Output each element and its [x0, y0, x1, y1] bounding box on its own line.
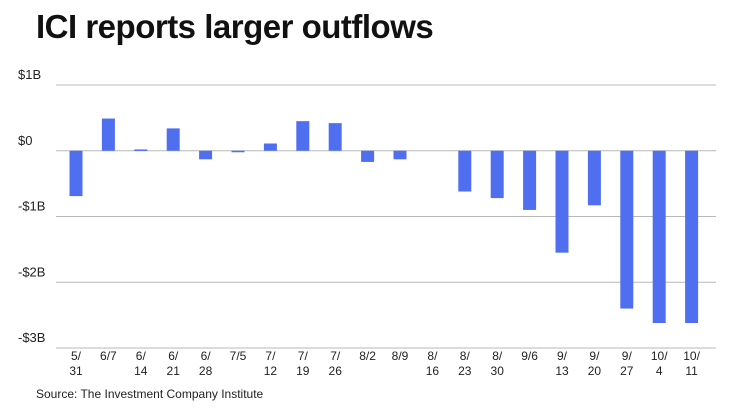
x-tick-label: 4 — [656, 364, 663, 378]
x-tick-label: 28 — [199, 364, 213, 378]
bar — [490, 150, 504, 199]
bar — [393, 150, 407, 160]
bar — [685, 150, 699, 324]
y-axis: $1B $0 -$1B -$2B -$3B — [18, 67, 45, 345]
bar — [361, 150, 375, 162]
x-tick-label: 13 — [555, 364, 569, 378]
x-tick-label: 8/ — [427, 349, 438, 363]
bar — [231, 150, 245, 153]
chart-title: ICI reports larger outflows — [36, 8, 434, 45]
bar — [69, 150, 83, 197]
x-tick-label: 8/9 — [392, 349, 409, 363]
y-tick-label: $1B — [18, 67, 41, 82]
x-tick-label: 14 — [134, 364, 148, 378]
source-note: Source: The Investment Company Institute — [36, 387, 264, 401]
x-tick-label: 9/ — [557, 349, 568, 363]
bar — [296, 121, 310, 151]
x-tick-label: 23 — [458, 364, 472, 378]
y-tick-label: -$1B — [18, 199, 45, 214]
x-tick-label: 30 — [491, 364, 505, 378]
x-tick-label: 7/5 — [230, 349, 247, 363]
x-tick-label: 8/2 — [359, 349, 376, 363]
bar — [555, 150, 569, 253]
bar — [652, 150, 666, 324]
x-tick-label: 6/ — [168, 349, 179, 363]
bar — [620, 150, 634, 309]
x-tick-label: 10/ — [683, 349, 700, 363]
bar — [101, 118, 115, 151]
x-tick-label: 10/ — [651, 349, 668, 363]
x-tick-label: 9/ — [622, 349, 633, 363]
x-tick-label: 16 — [426, 364, 440, 378]
x-tick-label: 9/6 — [521, 349, 538, 363]
x-tick-label: 5/ — [71, 349, 82, 363]
bar — [328, 123, 342, 151]
x-tick-label: 8/ — [492, 349, 503, 363]
bar — [199, 150, 213, 160]
bar — [134, 149, 148, 151]
bar — [523, 150, 537, 210]
x-tick-label: 6/7 — [100, 349, 117, 363]
x-tick-label: 11 — [685, 364, 698, 378]
x-tick-label: 12 — [264, 364, 278, 378]
x-tick-label: 20 — [588, 364, 602, 378]
x-tick-label: 19 — [296, 364, 310, 378]
x-tick-label: 9/ — [589, 349, 600, 363]
x-tick-label: 7/ — [265, 349, 276, 363]
x-tick-label: 26 — [329, 364, 343, 378]
y-tick-label: -$3B — [18, 330, 45, 345]
x-tick-label: 7/ — [298, 349, 309, 363]
x-tick-label: 6/ — [201, 349, 212, 363]
y-tick-label: $0 — [18, 133, 32, 148]
bars — [69, 118, 699, 324]
x-tick-label: 31 — [69, 364, 83, 378]
bar — [263, 143, 277, 151]
x-tick-label: 21 — [167, 364, 181, 378]
x-tick-label: 6/ — [136, 349, 147, 363]
y-tick-label: -$2B — [18, 264, 45, 279]
bar — [587, 150, 601, 206]
x-axis: 5/316/7 6/146/216/287/5 7/127/197/268/2 8/9… — [69, 349, 700, 378]
x-tick-label: 27 — [620, 364, 634, 378]
bar — [166, 128, 180, 151]
x-tick-label: 8/ — [460, 349, 471, 363]
bar — [458, 150, 472, 192]
x-tick-label: 7/ — [330, 349, 341, 363]
gridlines — [56, 84, 716, 349]
